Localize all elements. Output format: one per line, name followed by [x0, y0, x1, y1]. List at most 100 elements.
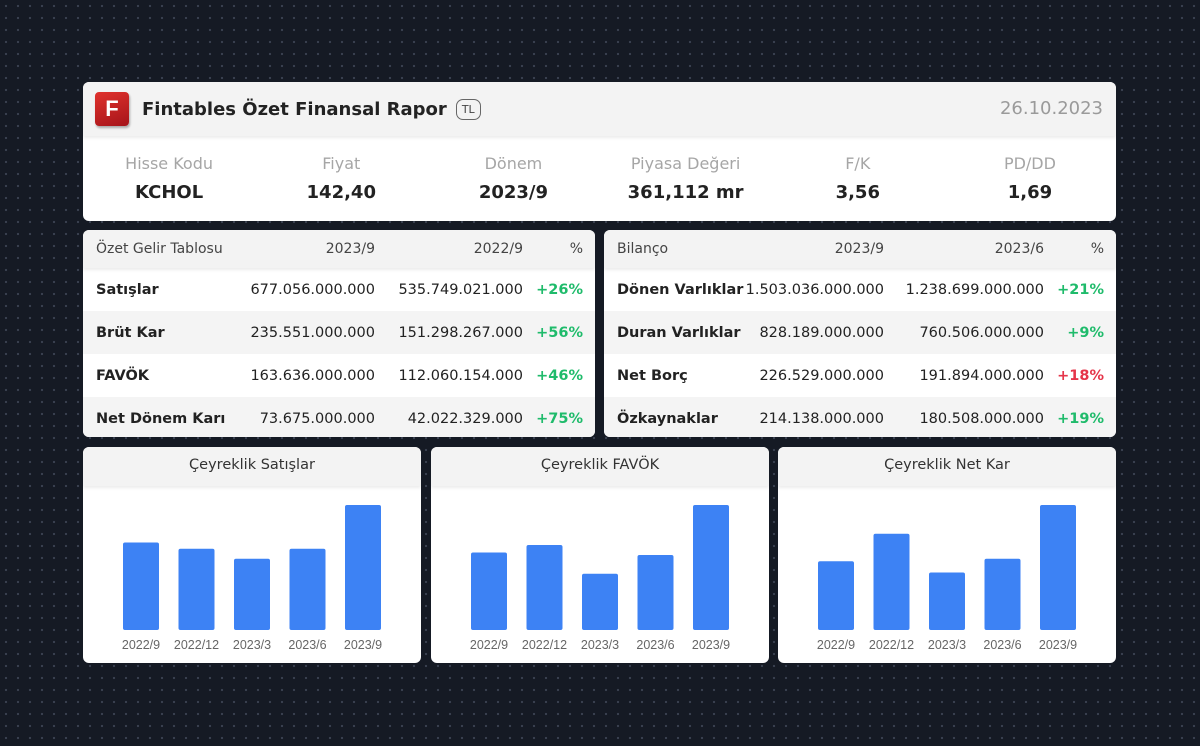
- quarterly-net-profit-chart: Çeyreklik Net Kar 2022/9 2022/12 2023/3 202…: [778, 447, 1116, 663]
- column-header: Özet Gelir Tablosu: [96, 241, 223, 257]
- chart-bar: [637, 555, 674, 630]
- row-change-percent: +21%: [1057, 281, 1104, 298]
- x-tick-label: 2023/9: [692, 638, 730, 652]
- row-value-current: 214.138.000.000: [759, 410, 884, 427]
- column-header: 2023/6: [994, 241, 1044, 257]
- column-header: 2023/9: [834, 241, 884, 257]
- row-change-percent: +9%: [1067, 324, 1104, 341]
- row-change-percent: +46%: [536, 367, 583, 384]
- stat-label: Hisse Kodu: [125, 154, 214, 173]
- chart-title: Çeyreklik Satışlar: [83, 447, 421, 486]
- chart-bar: [693, 505, 729, 630]
- x-tick-label: 2023/3: [233, 638, 271, 652]
- x-tick-label: 2023/3: [928, 638, 966, 652]
- chart-bar: [818, 561, 854, 630]
- stat-value: 3,56: [835, 182, 880, 203]
- chart-plot: 2022/9 2022/12 2023/3 2023/6 2023/9: [817, 505, 1077, 652]
- stat-label: Piyasa Değeri: [630, 154, 741, 173]
- x-tick-label: 2022/9: [470, 638, 508, 652]
- row-change-percent: +18%: [1057, 367, 1104, 384]
- chart-bar: [929, 572, 965, 630]
- report-title: Fintables Özet Finansal Rapor: [142, 98, 447, 120]
- row-value-previous: 191.894.000.000: [919, 367, 1044, 384]
- chart-title: Çeyreklik FAVÖK: [431, 447, 769, 486]
- column-header: Bilanço: [617, 241, 669, 257]
- stat-value: 2023/9: [478, 182, 549, 203]
- income-statement-table: Özet Gelir Tablosu 2023/9 2022/9 % Satış…: [83, 230, 595, 437]
- x-tick-label: 2022/12: [522, 638, 567, 652]
- stat-label: Dönem: [484, 154, 543, 173]
- chart-bar: [1040, 505, 1076, 630]
- column-header: 2023/9: [325, 241, 375, 257]
- stat-value: KCHOL: [134, 182, 204, 203]
- row-value-previous: 112.060.154.000: [398, 367, 523, 384]
- x-tick-label: 2023/9: [344, 638, 382, 652]
- row-value-previous: 180.508.000.000: [919, 410, 1044, 427]
- chart-bar: [582, 573, 618, 630]
- x-tick-label: 2022/9: [122, 638, 160, 652]
- x-tick-label: 2022/12: [174, 638, 219, 652]
- chart-bar: [345, 505, 381, 630]
- stat-value: 142,40: [306, 182, 376, 203]
- table-header: Bilanço 2023/9 2023/6 %: [604, 230, 1116, 268]
- row-label: Duran Varlıklar: [617, 324, 741, 341]
- balance-sheet-table: Bilanço 2023/9 2023/6 % Dönen Varlıklar …: [604, 230, 1116, 437]
- stat-label: F/K: [845, 154, 871, 173]
- report-date: 26.10.2023: [999, 98, 1103, 119]
- chart-bar: [178, 548, 215, 630]
- chart-bar: [123, 542, 159, 630]
- chart-title: Çeyreklik Net Kar: [778, 447, 1116, 486]
- stat-price: Fiyat 142,40: [255, 154, 427, 221]
- row-label: Satışlar: [96, 281, 159, 298]
- table-row: Dönen Varlıklar 1.503.036.000.000 1.238.…: [604, 268, 1116, 311]
- column-header: 2022/9: [473, 241, 523, 257]
- stat-label: PD/DD: [1003, 154, 1056, 173]
- stat-pb: PD/DD 1,69: [944, 154, 1116, 221]
- table-row: Net Borç 226.529.000.000 191.894.000.000…: [604, 354, 1116, 397]
- row-value-previous: 42.022.329.000: [407, 410, 523, 427]
- row-value-current: 163.636.000.000: [250, 367, 375, 384]
- row-value-current: 226.529.000.000: [759, 367, 884, 384]
- stat-market-cap: Piyasa Değeri 361,112 mr: [600, 154, 772, 221]
- chart-bar: [984, 558, 1021, 630]
- report-header-card: F Fintables Özet Finansal Rapor TL 26.10…: [83, 82, 1116, 221]
- quarterly-ebitda-chart: Çeyreklik FAVÖK 2022/9 2022/12 2023/3 2023/…: [431, 447, 769, 663]
- x-tick-label: 2023/6: [983, 638, 1021, 652]
- row-value-current: 235.551.000.000: [250, 324, 375, 341]
- row-label: Dönen Varlıklar: [617, 281, 744, 298]
- row-value-current: 828.189.000.000: [759, 324, 884, 341]
- x-tick-label: 2023/6: [636, 638, 674, 652]
- row-value-current: 677.056.000.000: [250, 281, 375, 298]
- chart-plot: 2022/9 2022/12 2023/3 2023/6 2023/9: [470, 505, 730, 652]
- row-value-current: 1.503.036.000.000: [745, 281, 884, 298]
- row-change-percent: +19%: [1057, 410, 1104, 427]
- table-row: Duran Varlıklar 828.189.000.000 760.506.…: [604, 311, 1116, 354]
- x-tick-label: 2022/9: [817, 638, 855, 652]
- row-label: FAVÖK: [96, 367, 150, 384]
- chart-bar: [873, 533, 910, 630]
- row-change-percent: +56%: [536, 324, 583, 341]
- row-label: Net Dönem Karı: [96, 410, 226, 427]
- stat-label: Fiyat: [322, 154, 361, 173]
- row-label: Net Borç: [617, 367, 688, 384]
- row-value-previous: 535.749.021.000: [398, 281, 523, 298]
- currency-badge: TL: [455, 98, 481, 120]
- chart-bar: [289, 548, 326, 630]
- row-value-previous: 151.298.267.000: [398, 324, 523, 341]
- row-change-percent: +26%: [536, 281, 583, 298]
- column-header: %: [569, 241, 583, 257]
- stat-value: 361,112 mr: [627, 182, 744, 203]
- chart-plot: 2022/9 2022/12 2023/3 2023/6 2023/9: [122, 505, 382, 652]
- column-header: %: [1090, 241, 1104, 257]
- x-tick-label: 2023/9: [1039, 638, 1077, 652]
- chart-bar: [471, 552, 507, 630]
- table-row: Brüt Kar 235.551.000.000 151.298.267.000…: [83, 311, 595, 354]
- x-tick-label: 2023/6: [288, 638, 326, 652]
- report-header-bar: F Fintables Özet Finansal Rapor TL 26.10…: [83, 82, 1116, 136]
- table-row: Satışlar 677.056.000.000 535.749.021.000…: [83, 268, 595, 311]
- chart-bar: [526, 545, 563, 630]
- fintables-logo-icon: F: [95, 92, 129, 126]
- stat-pe: F/K 3,56: [772, 154, 944, 221]
- row-value-previous: 1.238.699.000.000: [905, 281, 1044, 298]
- stats-row: Hisse Kodu KCHOL Fiyat 142,40 Dönem 2023…: [83, 136, 1116, 221]
